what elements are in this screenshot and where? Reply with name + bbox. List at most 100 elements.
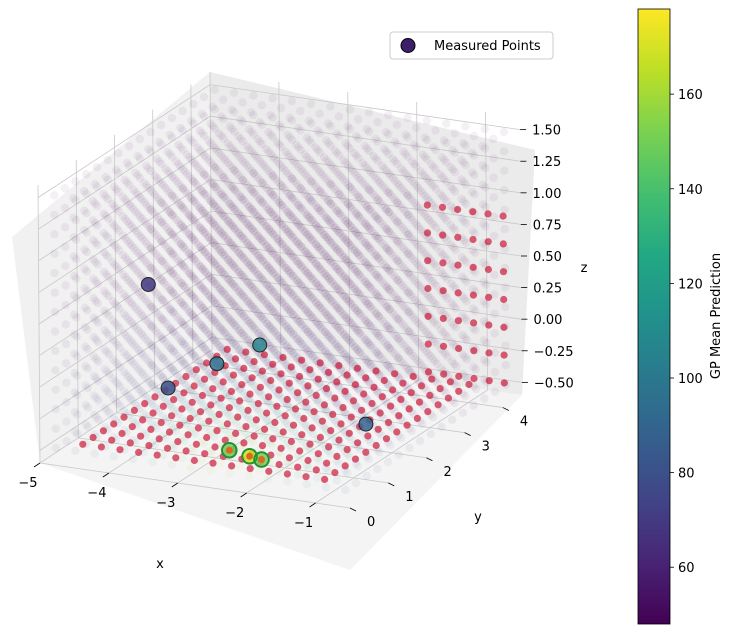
volume-point	[411, 354, 420, 363]
volume-point	[306, 311, 315, 320]
volume-point	[277, 297, 287, 307]
volume-point	[369, 210, 378, 219]
volume-point	[251, 229, 261, 238]
volume-point	[177, 356, 187, 366]
volume-point	[309, 179, 318, 188]
volume-point	[215, 323, 225, 332]
volume-point	[275, 217, 284, 226]
volume-point	[111, 357, 120, 367]
volume-point	[72, 313, 81, 322]
volume-point	[245, 260, 254, 269]
volume-point	[333, 226, 342, 235]
volume-point	[217, 306, 227, 315]
volume-point	[244, 433, 253, 442]
volume-point	[187, 193, 196, 203]
volume-point	[302, 133, 312, 142]
volume-point	[204, 233, 214, 242]
volume-point	[317, 342, 326, 352]
volume-point	[389, 329, 399, 338]
volume-point	[265, 321, 274, 331]
volume-point	[280, 281, 289, 290]
volume-point	[344, 277, 353, 287]
volume-point	[226, 200, 235, 209]
volume-point	[198, 284, 208, 293]
volume-point	[234, 209, 244, 219]
volume-point	[411, 295, 420, 305]
red-point	[455, 387, 463, 395]
volume-point	[249, 130, 258, 139]
volume-point	[148, 188, 157, 197]
volume-point	[461, 180, 471, 189]
volume-point	[333, 264, 342, 274]
volume-point	[479, 219, 488, 228]
colorbar-tick-label: 160	[678, 88, 703, 103]
volume-point	[292, 179, 301, 188]
volume-point	[273, 273, 283, 283]
volume-point	[217, 131, 226, 141]
volume-point	[210, 432, 219, 441]
red-point	[395, 412, 403, 420]
volume-point	[370, 346, 379, 355]
volume-point	[70, 330, 79, 339]
volume-point	[258, 256, 268, 266]
volume-point	[354, 231, 363, 240]
pane-left	[12, 72, 212, 463]
volume-point	[273, 254, 282, 263]
volume-point	[324, 236, 334, 245]
volume-point	[240, 197, 250, 206]
volume-point	[276, 295, 285, 305]
volume-point	[303, 249, 312, 258]
volume-point	[457, 155, 466, 165]
volume-point	[209, 199, 218, 209]
volume-point	[383, 283, 392, 292]
volume-point	[227, 393, 236, 403]
volume-point	[227, 413, 236, 422]
volume-point	[374, 312, 384, 321]
volume-point	[330, 223, 340, 232]
volume-point	[278, 375, 287, 384]
volume-point	[173, 410, 183, 419]
volume-point	[250, 266, 259, 275]
volume-point	[136, 232, 145, 241]
volume-point	[216, 284, 225, 294]
volume-point	[136, 251, 145, 260]
volume-point	[458, 350, 467, 359]
volume-point	[285, 344, 294, 353]
volume-point	[277, 142, 286, 152]
red-point	[376, 409, 384, 417]
volume-point	[311, 259, 321, 268]
volume-point	[235, 248, 244, 258]
volume-point	[236, 211, 245, 221]
volume-point	[266, 188, 276, 198]
grid-line-z	[37, 84, 521, 198]
volume-point	[100, 364, 109, 374]
volume-point	[230, 263, 239, 272]
volume-point	[378, 278, 387, 287]
volume-point	[179, 261, 188, 271]
volume-point	[109, 374, 118, 383]
volume-point	[338, 347, 347, 357]
volume-point	[178, 184, 188, 193]
x-tick	[33, 462, 41, 468]
volume-point	[339, 214, 348, 223]
volume-point	[205, 291, 214, 301]
volume-point	[205, 427, 215, 436]
volume-point	[226, 257, 235, 267]
volume-point	[490, 368, 500, 377]
volume-point	[120, 214, 130, 223]
volume-point	[201, 306, 210, 315]
volume-point	[335, 170, 344, 180]
volume-point	[217, 229, 227, 238]
volume-point	[70, 368, 79, 378]
volume-point	[226, 238, 235, 248]
volume-point	[313, 203, 322, 213]
volume-point	[211, 182, 220, 192]
volume-point	[331, 320, 340, 329]
volume-point	[207, 313, 216, 322]
volume-point	[100, 403, 110, 412]
red-point	[281, 412, 289, 420]
volume-point	[440, 213, 449, 223]
volume-point	[421, 191, 430, 201]
volume-point	[130, 302, 139, 311]
volume-point	[71, 235, 81, 244]
